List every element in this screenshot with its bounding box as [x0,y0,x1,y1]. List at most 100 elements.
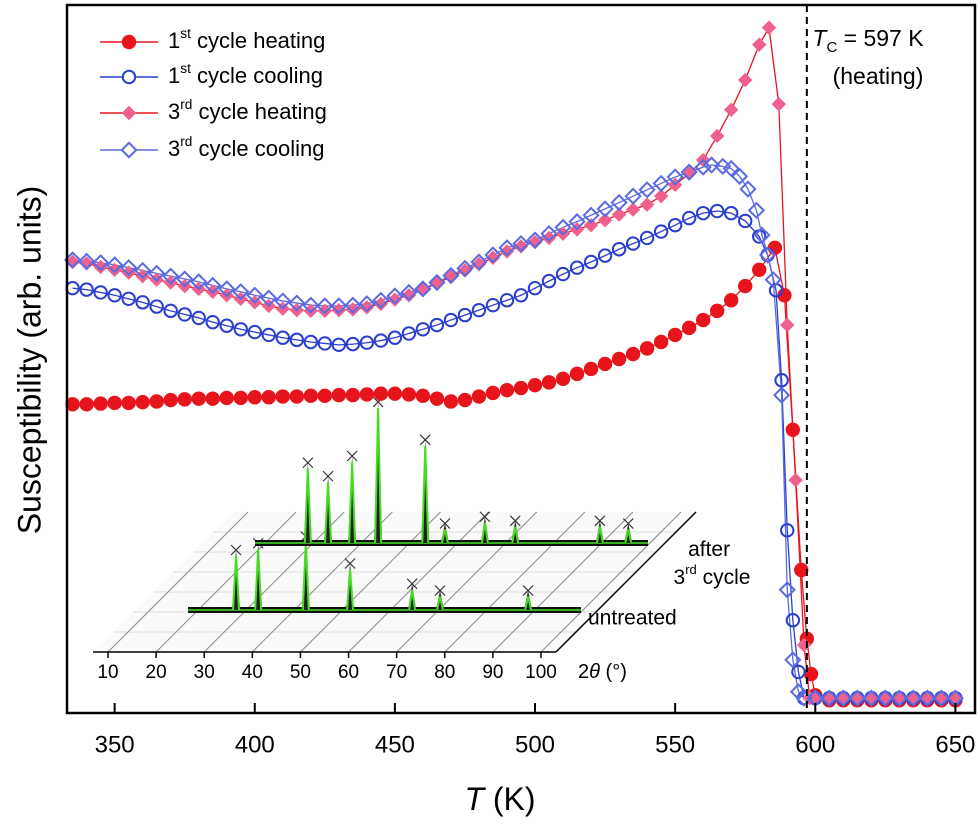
data-point [785,613,801,628]
data-point [694,158,712,176]
data-point [79,256,94,271]
data-point [681,166,697,181]
inset-x-tick-label: 50 [290,662,311,683]
inset-peak [346,569,355,611]
inset-peak-cross [622,518,634,529]
data-point [121,265,136,280]
data-point [541,273,557,289]
data-point [401,326,417,341]
data-point [791,664,806,680]
inset-peak [436,596,445,611]
data-point [275,389,290,404]
data-point [317,336,333,351]
data-point [148,264,166,282]
data-point [358,295,376,313]
data-point [176,270,194,288]
data-point [773,386,791,404]
data-point [92,254,110,272]
data-point [932,689,950,707]
data-point [387,292,403,307]
data-point [65,281,80,296]
data-point [597,356,613,372]
data-point [639,197,655,212]
data-point [205,391,220,406]
inset-peak-cross [302,457,314,469]
inset-grid-line [300,511,441,653]
data-point [79,282,94,297]
data-point [303,334,319,350]
data-point [135,295,150,310]
data-point [540,225,558,243]
data-point [795,689,813,707]
data-point [527,234,543,250]
data-point [429,317,445,333]
inset-peak-cross [406,578,418,590]
data-point [541,230,557,246]
data-point [771,96,787,112]
data-point [569,260,585,275]
inset-x-tick-label: 20 [146,662,167,683]
tc-note: (heating) [833,63,924,89]
x-tick-label: 650 [935,731,975,758]
data-point [759,246,777,264]
data-point [737,72,753,88]
data-point [162,267,180,285]
data-point [120,259,138,277]
data-point [737,278,753,294]
data-point [149,394,164,409]
data-point [163,392,178,408]
data-point [457,307,473,323]
data-point [345,336,361,352]
data-point [484,246,502,264]
inset-x-tick-label: 70 [386,662,407,683]
data-point [443,269,459,285]
data-point [747,201,766,219]
inset-peak-cross [522,585,534,596]
data-point [106,256,124,274]
data-point [134,261,152,280]
data-point [260,289,278,307]
inset-peak [232,555,241,611]
data-point [513,239,529,254]
data-point [387,330,403,345]
data-point [778,581,796,599]
inset-x-tick-label: 30 [194,662,215,683]
data-point [513,380,529,396]
data-point [512,234,530,253]
data-point [107,288,122,303]
data-point [289,389,305,404]
data-point [834,689,852,707]
legend-marker [121,34,137,50]
data-point [918,689,936,707]
data-point [191,391,206,406]
data-point [373,386,389,401]
inset-grid-line [107,511,249,653]
legend-marker [120,141,138,159]
inset-x-axis-title: 2θ (°) [578,661,627,683]
data-point [78,252,96,270]
data-point [639,341,655,356]
data-point [345,387,361,403]
data-point [878,690,893,706]
data-point [219,318,234,333]
legend-marker [121,105,137,121]
inset-series-label: untreated [588,607,677,630]
data-point [121,395,136,411]
inset-grid-line [155,511,297,653]
data-point [784,651,802,669]
data-point [653,188,669,204]
data-point [359,335,375,350]
inset-peak-cross [594,515,606,527]
inset-x-tick-label: 60 [338,662,359,683]
data-point [583,254,599,270]
data-point [233,390,248,406]
inset-grid-line [251,511,393,653]
data-point [761,20,777,35]
data-point [709,303,725,319]
data-point [471,389,487,404]
inset-grid-line [492,511,634,653]
inset-grid-line [348,511,489,653]
data-point [611,351,627,367]
data-point [730,167,749,185]
